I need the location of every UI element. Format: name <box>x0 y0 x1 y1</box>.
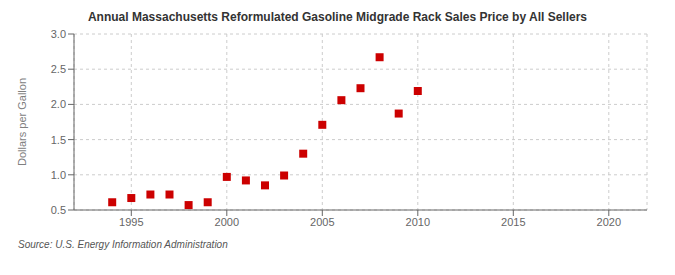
svg-text:Dollars per Gallon: Dollars per Gallon <box>16 78 28 166</box>
html-text:Source: U.S. Energy Informatio: Source: U.S. Energy Information Administ… <box>18 239 228 250</box>
svg-text:2.0: 2.0 <box>51 98 66 110</box>
svg-text:2000: 2000 <box>215 216 239 228</box>
svg-text:1.5: 1.5 <box>51 134 66 146</box>
svg-text:2020: 2020 <box>597 216 621 228</box>
svg-text:2005: 2005 <box>310 216 334 228</box>
svg-text:3.0: 3.0 <box>51 28 66 40</box>
svg-text:1995: 1995 <box>119 216 143 228</box>
svg-text:2.5: 2.5 <box>51 63 66 75</box>
svg-text:1.0: 1.0 <box>51 169 66 181</box>
svg-text:0.5: 0.5 <box>51 204 66 216</box>
svg-text:2015: 2015 <box>501 216 525 228</box>
svg-text:2010: 2010 <box>406 216 430 228</box>
html-text:Annual Massachusetts Reformula: Annual Massachusetts Reformulated Gasoli… <box>88 10 587 24</box>
